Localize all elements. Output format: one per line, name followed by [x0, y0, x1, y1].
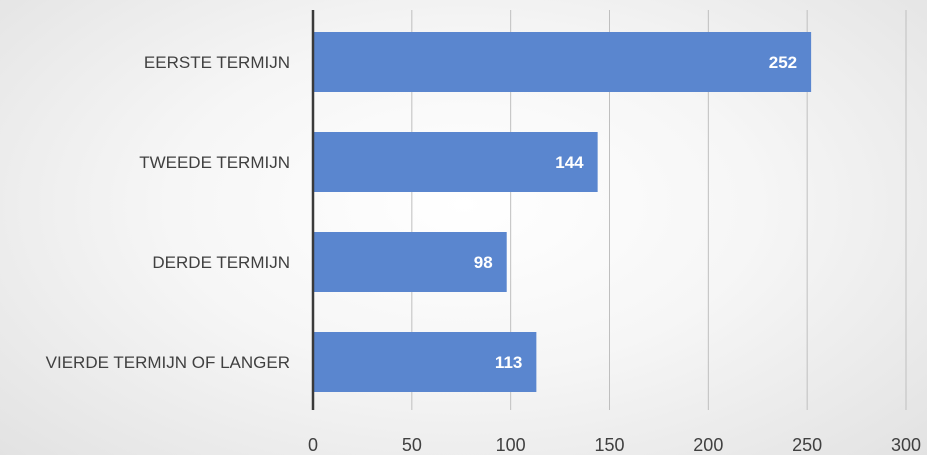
data-label-3: 98 — [474, 253, 493, 272]
bars — [313, 32, 812, 392]
bar-2 — [313, 132, 598, 192]
category-label-2: TWEEDE TERMIJN — [139, 153, 290, 172]
category-label-1: EERSTE TERMIJN — [144, 53, 290, 72]
data-label-2: 144 — [555, 153, 584, 172]
bar-1 — [313, 32, 812, 92]
x-tick-label-0: 0 — [308, 435, 318, 455]
data-label-1: 252 — [769, 53, 797, 72]
labels: 0 50 100 150 200 250 300 252 EERSTE TERMIJN 144 TW… — [46, 53, 921, 455]
x-tick-label-100: 100 — [496, 435, 526, 455]
data-label-4: 113 — [495, 353, 522, 372]
x-tick-label-300: 300 — [891, 435, 921, 455]
x-tick-label-50: 50 — [402, 435, 422, 455]
category-label-3: DERDE TERMIJN — [152, 253, 290, 272]
bar-4 — [313, 332, 537, 392]
bar-3 — [313, 232, 507, 292]
x-tick-label-250: 250 — [792, 435, 822, 455]
x-tick-label-200: 200 — [693, 435, 723, 455]
x-tick-label-150: 150 — [594, 435, 624, 455]
category-label-4: VIERDE TERMIJN OF LANGER — [46, 353, 290, 372]
